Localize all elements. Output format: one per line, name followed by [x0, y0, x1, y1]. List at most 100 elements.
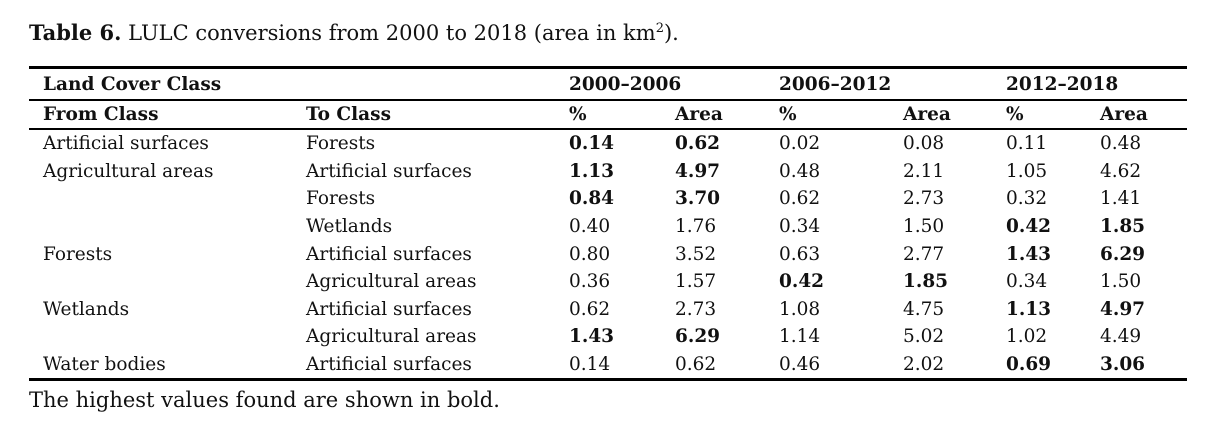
cell-to-class: Artificial surfaces [306, 160, 472, 182]
cell-pct-2012-2018: 1.43 [1006, 243, 1052, 265]
cell-pct-2012-2018: 1.05 [1006, 160, 1048, 182]
cell-from-class [29, 268, 306, 296]
cell-area-2000-2006: 0.62 [675, 350, 779, 382]
table-row: Wetlands Artificial surfaces 0.62 2.73 1.08 4… [29, 296, 1187, 324]
header-to-class: To Class [306, 100, 569, 130]
cell-pct-2012-2018: 0.42 [1006, 216, 1052, 238]
caption-text-end: ). [663, 21, 679, 45]
cell-area-2000-2006: 0.62 [675, 133, 721, 155]
header-area-2: Area [903, 100, 1006, 130]
table-row: Agricultural areas Artificial surfaces 1.1… [29, 158, 1187, 186]
cell-area-2006-2012: 0.08 [903, 133, 945, 155]
cell-pct-2000-2006: 0.14 [569, 133, 615, 155]
header-period-2: 2006–2012 [779, 67, 1006, 101]
cell-area-2000-2006: 6.29 [675, 326, 721, 348]
table-row: Wetlands 0.40 1.76 0.34 1.50 0.42 1.85 [29, 213, 1187, 241]
cell-pct-2006-2012: 0.02 [779, 133, 821, 155]
cell-pct-2000-2006: 0.40 [569, 216, 611, 238]
cell-area-2006-2012: 2.02 [903, 350, 1006, 382]
table-row: Forests Artificial surfaces 0.80 3.52 0.63 2.… [29, 240, 1187, 268]
caption-text: LULC conversions from 2000 to 2018 (area… [121, 21, 656, 45]
cell-area-2012-2018: 4.49 [1100, 326, 1142, 348]
cell-area-2000-2006: 3.70 [675, 188, 721, 210]
cell-to-class: Artificial surfaces [306, 298, 472, 320]
cell-pct-2006-2012: 0.46 [779, 350, 903, 382]
cell-pct-2000-2006: 1.13 [569, 160, 615, 182]
table-label: Table 6. [29, 20, 122, 45]
header-pct-1: % [569, 100, 675, 130]
cell-area-2000-2006: 3.52 [675, 243, 717, 265]
header-row-columns: From Class To Class % Area % Area % Area [29, 100, 1187, 130]
cell-from-class: Forests [43, 243, 113, 265]
header-period-3: 2012–2018 [1006, 67, 1187, 101]
cell-pct-2000-2006: 0.62 [569, 298, 611, 320]
cell-to-class: Wetlands [306, 216, 393, 238]
cell-pct-2006-2012: 1.08 [779, 298, 821, 320]
cell-to-class: Artificial surfaces [306, 243, 472, 265]
header-area-1: Area [675, 100, 779, 130]
cell-from-class [29, 185, 306, 213]
cell-pct-2000-2006: 0.14 [569, 350, 675, 382]
cell-pct-2006-2012: 0.62 [779, 188, 821, 210]
table-footnote: The highest values found are shown in bo… [29, 388, 500, 412]
cell-pct-2012-2018: 0.32 [1006, 188, 1048, 210]
table-row: Water bodies Artificial surfaces 0.14 0.62 0… [29, 350, 1187, 382]
header-period-1: 2000–2006 [569, 67, 779, 101]
cell-area-2012-2018: 6.29 [1100, 243, 1146, 265]
header-pct-3: % [1006, 100, 1100, 130]
cell-area-2006-2012: 2.73 [903, 188, 945, 210]
cell-pct-2012-2018: 1.13 [1006, 298, 1052, 320]
cell-pct-2012-2018: 0.34 [1006, 271, 1048, 293]
cell-area-2012-2018: 0.48 [1100, 133, 1142, 155]
table-row: Agricultural areas 1.43 6.29 1.14 5.02 1.02 4.… [29, 323, 1187, 351]
header-from-class: From Class [29, 100, 306, 130]
cell-pct-2012-2018: 0.69 [1006, 350, 1100, 382]
cell-area-2012-2018: 1.41 [1100, 188, 1142, 210]
cell-pct-2006-2012: 1.14 [779, 326, 821, 348]
table-row: Artificial surfaces Forests 0.14 0.62 0.02 0.… [29, 129, 1187, 158]
table-row: Forests 0.84 3.70 0.62 2.73 0.32 1.41 [29, 185, 1187, 213]
cell-to-class: Agricultural areas [306, 326, 477, 348]
cell-to-class: Forests [306, 188, 376, 210]
cell-area-2000-2006: 2.73 [675, 298, 717, 320]
cell-area-2006-2012: 5.02 [903, 326, 945, 348]
cell-area-2006-2012: 4.75 [903, 298, 945, 320]
cell-pct-2000-2006: 0.84 [569, 188, 615, 210]
cell-area-2000-2006: 1.76 [675, 216, 717, 238]
table-caption: Table 6. LULC conversions from 2000 to 2… [29, 20, 679, 45]
cell-from-class [29, 323, 306, 351]
cell-to-class: Agricultural areas [306, 271, 477, 293]
cell-area-2012-2018: 1.85 [1100, 216, 1146, 238]
cell-area-2000-2006: 4.97 [675, 160, 721, 182]
cell-area-2006-2012: 2.11 [903, 160, 945, 182]
cell-area-2012-2018: 4.97 [1100, 298, 1146, 320]
cell-pct-2000-2006: 0.80 [569, 243, 611, 265]
cell-area-2012-2018: 3.06 [1100, 350, 1187, 382]
cell-from-class: Agricultural areas [43, 160, 214, 182]
header-land-cover-class: Land Cover Class [29, 67, 569, 101]
cell-pct-2000-2006: 1.43 [569, 326, 615, 348]
cell-area-2000-2006: 1.57 [675, 271, 717, 293]
cell-from-class: Artificial surfaces [43, 133, 209, 155]
lulc-conversions-table: Land Cover Class 2000–2006 2006–2012 201… [29, 66, 1187, 382]
header-pct-2: % [779, 100, 903, 130]
cell-pct-2000-2006: 0.36 [569, 271, 611, 293]
cell-area-2006-2012: 1.85 [903, 271, 949, 293]
cell-pct-2006-2012: 0.48 [779, 160, 821, 182]
cell-pct-2012-2018: 0.11 [1006, 133, 1048, 155]
cell-from-class: Wetlands [43, 298, 130, 320]
cell-area-2012-2018: 4.62 [1100, 160, 1142, 182]
cell-area-2012-2018: 1.50 [1100, 271, 1142, 293]
cell-pct-2006-2012: 0.63 [779, 243, 821, 265]
cell-from-class: Water bodies [29, 350, 306, 382]
cell-pct-2006-2012: 0.42 [779, 271, 825, 293]
cell-area-2006-2012: 2.77 [903, 243, 945, 265]
caption-superscript: 2 [655, 21, 664, 36]
cell-to-class: Forests [306, 133, 376, 155]
cell-pct-2006-2012: 0.34 [779, 216, 821, 238]
cell-area-2006-2012: 1.50 [903, 216, 945, 238]
header-row-periods: Land Cover Class 2000–2006 2006–2012 201… [29, 67, 1187, 101]
table-row: Agricultural areas 0.36 1.57 0.42 1.85 0.34 1.… [29, 268, 1187, 296]
cell-from-class [29, 213, 306, 241]
header-area-3: Area [1100, 100, 1187, 130]
